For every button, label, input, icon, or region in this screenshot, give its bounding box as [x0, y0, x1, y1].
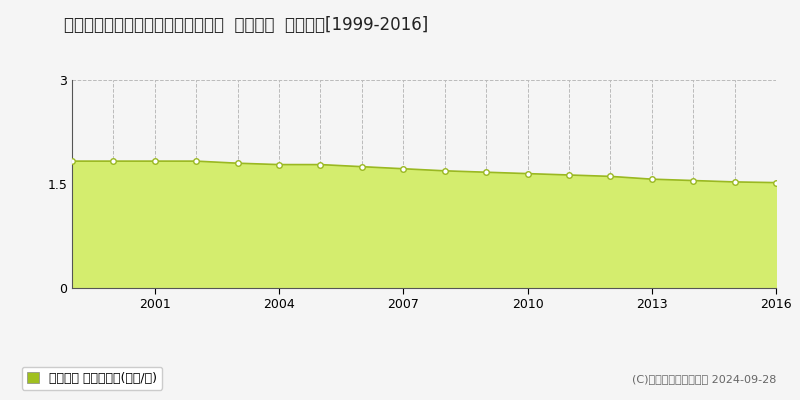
Text: (C)土地価格ドットコム 2024-09-28: (C)土地価格ドットコム 2024-09-28: [632, 374, 776, 384]
Text: 北海道上川郡愛別町字南町７番１４  基準地価  地価推移[1999-2016]: 北海道上川郡愛別町字南町７番１４ 基準地価 地価推移[1999-2016]: [64, 16, 428, 34]
Legend: 基準地価 平均坪単価(万円/坪): 基準地価 平均坪単価(万円/坪): [22, 367, 162, 390]
